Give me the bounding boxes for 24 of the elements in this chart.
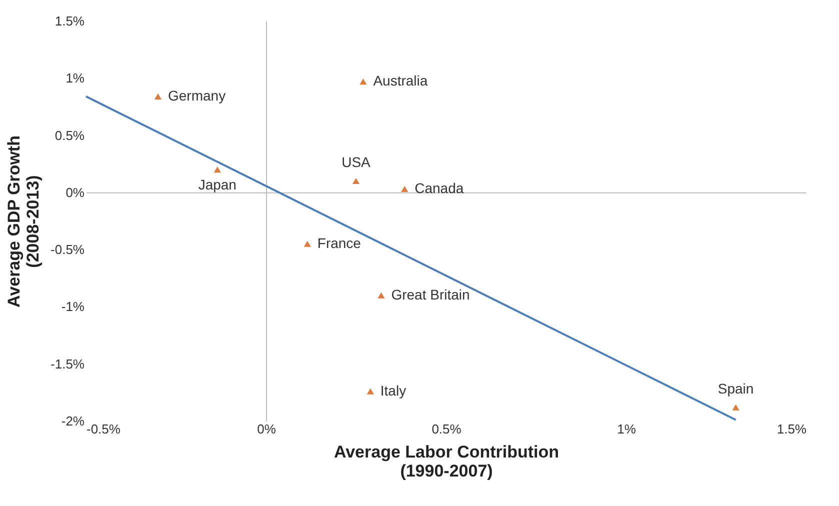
y-tick-label: 0.5% <box>54 128 85 143</box>
x-tick-label: 0.5% <box>432 422 462 436</box>
annotation: Italy <box>380 382 406 398</box>
x-tick-label: 1% <box>617 422 636 436</box>
annotation: Germany <box>168 87 226 104</box>
annotation: Spain <box>718 380 754 396</box>
x-axis-title: Average Labor Contribution (1990-2007) <box>334 442 560 480</box>
annotation: Great Britain <box>391 286 470 302</box>
y-tick-label: -1.5% <box>50 356 85 372</box>
annotation: France <box>317 234 362 251</box>
y-tick-label: -1% <box>61 299 85 314</box>
y-tick-label: -2% <box>61 414 85 428</box>
x-tick-label: -0.5% <box>86 422 121 436</box>
y-tick-label: 1.5% <box>54 14 85 28</box>
x-tick-label: 1.5% <box>776 422 807 436</box>
annotation: Australia <box>373 72 428 89</box>
y-axis-title: Average GDP Growth (2008-2013) <box>4 136 43 308</box>
annotation: Canada <box>414 180 464 196</box>
y-tick-label: 0% <box>66 184 85 200</box>
annotation: Japan <box>198 176 236 193</box>
y-tick-label: 1% <box>66 70 85 86</box>
annotation: USA <box>342 154 372 170</box>
x-tick-label: 0% <box>257 422 276 436</box>
y-tick-label: -0.5% <box>50 242 85 258</box>
